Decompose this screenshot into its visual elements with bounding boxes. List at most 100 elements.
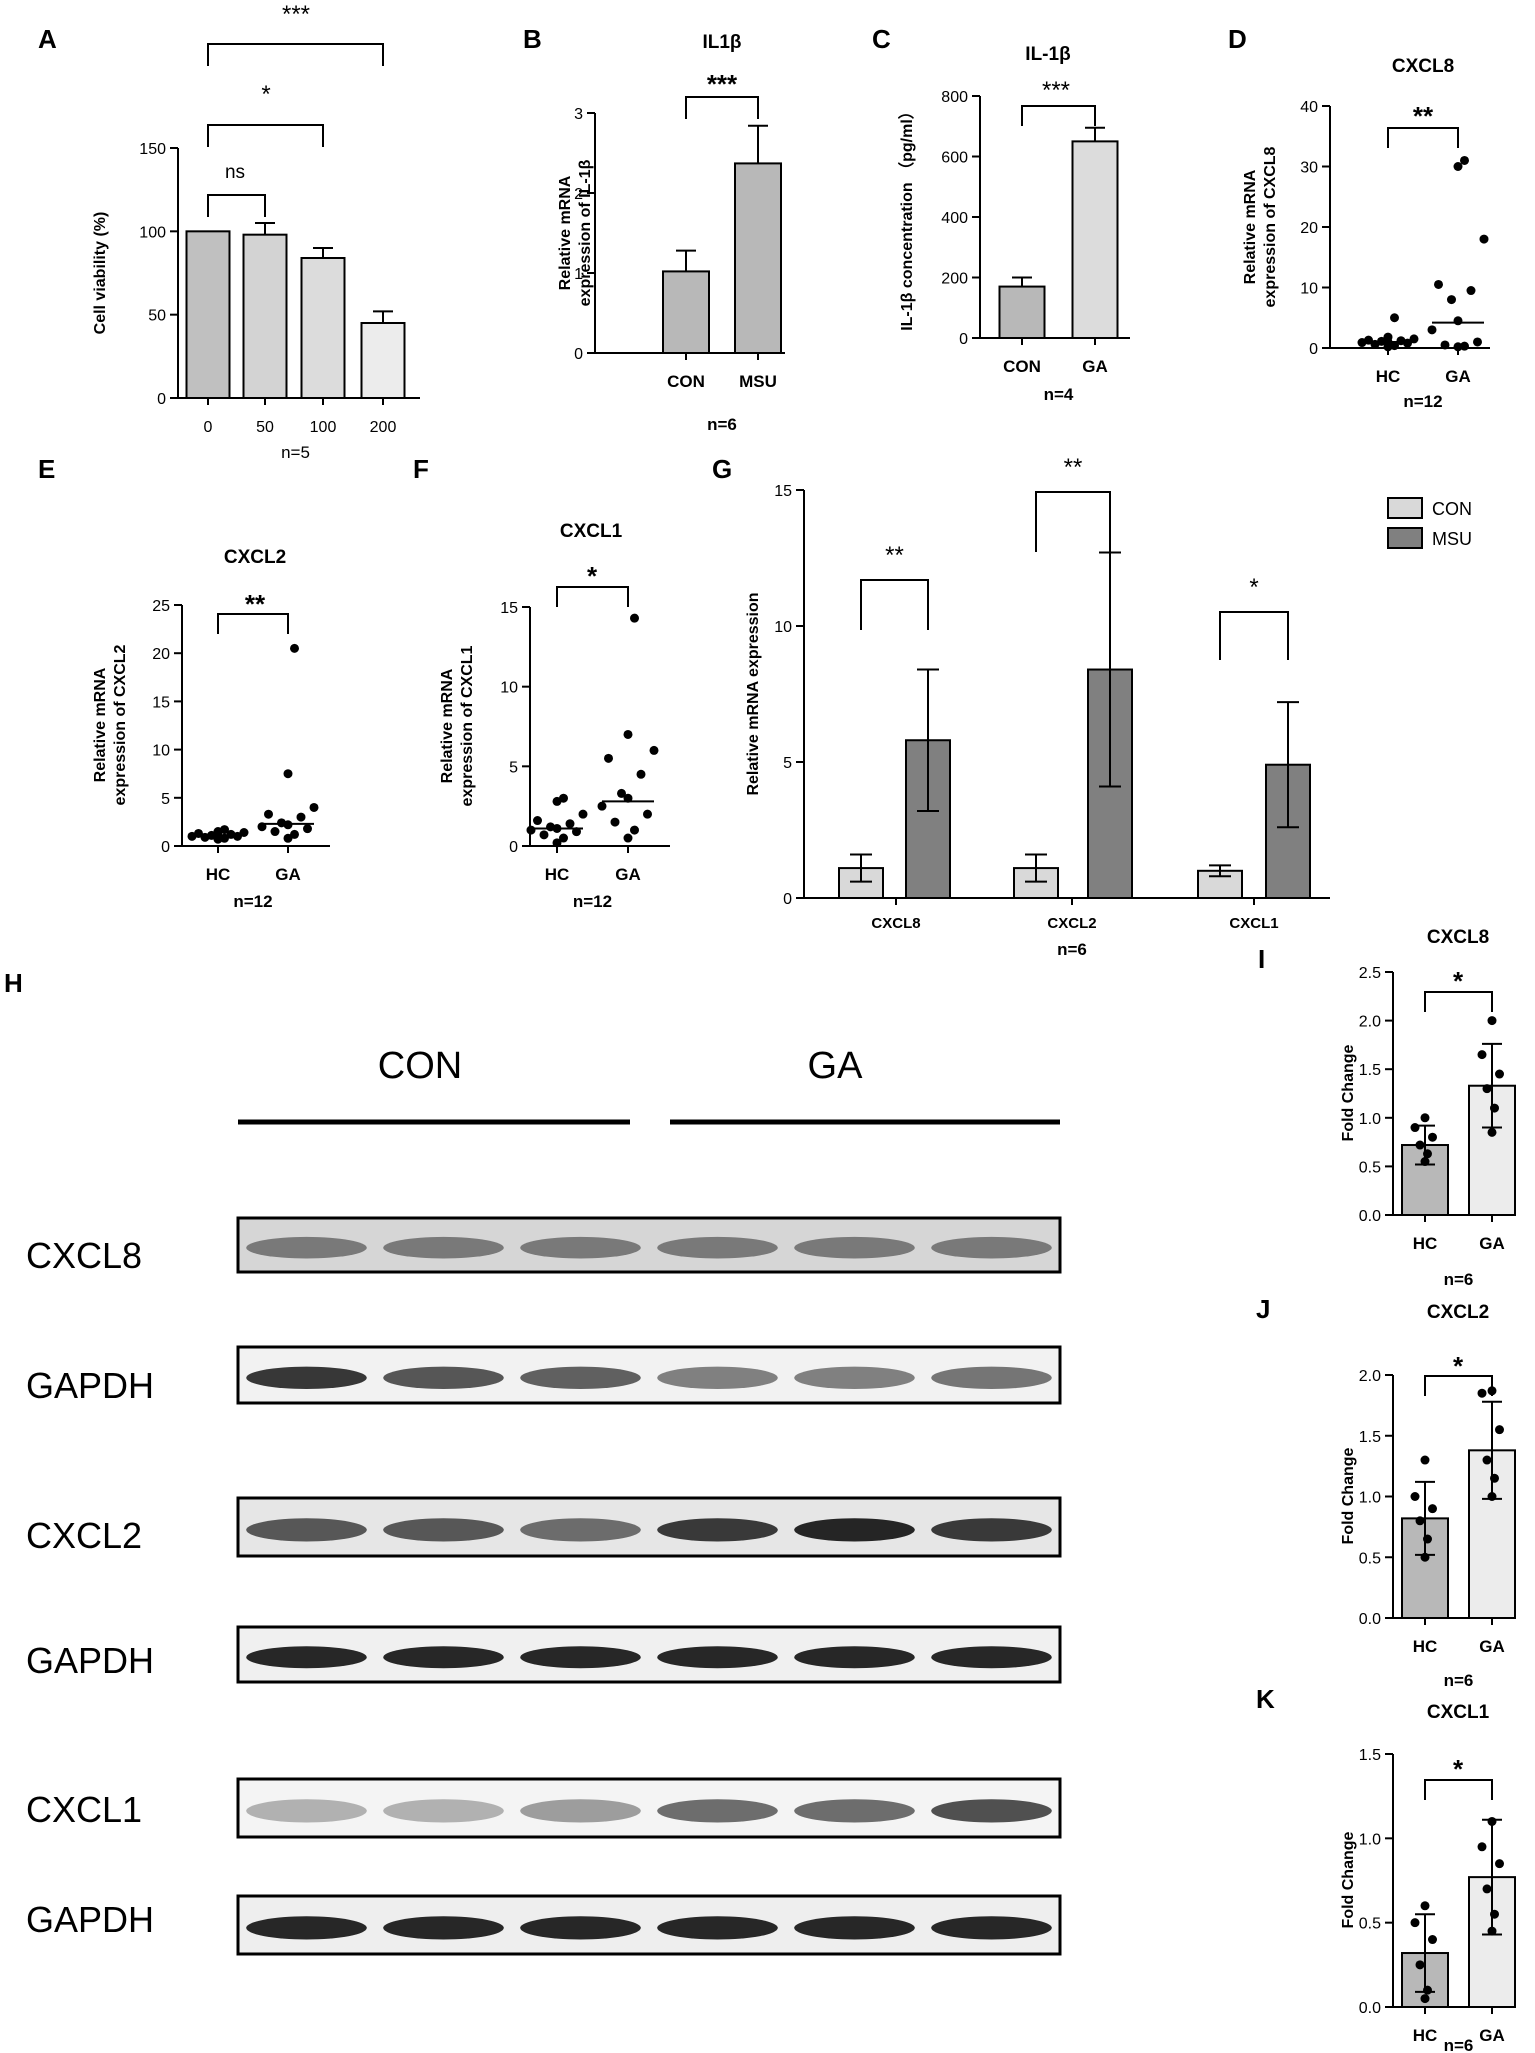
blot-band bbox=[657, 1646, 778, 1669]
y-tick-label-j: 1.5 bbox=[1359, 1429, 1381, 1446]
data-point-j bbox=[1420, 1455, 1430, 1465]
bar-a bbox=[185, 230, 231, 399]
y-axis-label-g: Relative mRNA expression bbox=[745, 592, 762, 795]
y-tick-label-b: 3 bbox=[574, 106, 583, 123]
x-tick-label-f: HC bbox=[545, 865, 570, 884]
data-point-i bbox=[1410, 1123, 1420, 1133]
panel-label-h: H bbox=[4, 968, 23, 998]
data-point-f bbox=[630, 825, 639, 835]
significance-bracket-b bbox=[685, 96, 759, 119]
panel-label-d: D bbox=[1228, 24, 1247, 54]
y-axis-label-k: Fold Change bbox=[1340, 1831, 1357, 1928]
significance-label-c: *** bbox=[1042, 77, 1070, 104]
y-tick-label-j: 0.0 bbox=[1359, 1611, 1381, 1628]
blot-strip bbox=[236, 1216, 1062, 1274]
significance-bracket-i bbox=[1424, 991, 1493, 1012]
legend-swatch-g bbox=[1387, 527, 1423, 549]
blot-band bbox=[520, 1366, 641, 1390]
data-point-f bbox=[630, 613, 639, 623]
data-point-d bbox=[1427, 325, 1437, 335]
blot-band bbox=[657, 1366, 778, 1390]
blot-strip bbox=[236, 1625, 1062, 1684]
blot-band bbox=[794, 1916, 915, 1940]
y-tick-label-b: 1 bbox=[574, 266, 583, 283]
bar-c bbox=[998, 285, 1046, 340]
legend-label-g: CON bbox=[1432, 499, 1472, 519]
significance-bracket-g bbox=[860, 579, 929, 630]
data-point-i bbox=[1487, 1127, 1497, 1137]
bar-j bbox=[1401, 1517, 1449, 1619]
y-tick-label-e: 10 bbox=[152, 743, 170, 760]
data-point-j bbox=[1490, 1473, 1499, 1483]
significance-bracket-g bbox=[1219, 611, 1289, 660]
data-point-f bbox=[623, 729, 633, 739]
y-tick-label-b: 0 bbox=[574, 346, 583, 363]
significance-bracket-f bbox=[556, 586, 629, 607]
panel-label-e: E bbox=[38, 454, 55, 484]
blot-band bbox=[246, 1236, 367, 1259]
y-tick-label-e: 25 bbox=[152, 598, 170, 615]
y-tick-label-a: 150 bbox=[139, 141, 166, 158]
chart-title-k: CXCL1 bbox=[1427, 1702, 1490, 1723]
blot-group-con: CON bbox=[378, 1045, 462, 1087]
y-tick-label-g: 15 bbox=[774, 483, 792, 500]
western-blot: CON GA CXCL8 GAPDH CXCL2 GAPDH CXCL1 GAP… bbox=[26, 1045, 1062, 1956]
data-point-e bbox=[264, 809, 273, 819]
x-axis-label-b: n=6 bbox=[707, 415, 737, 434]
blot-band bbox=[657, 1518, 778, 1542]
y-tick-label-k: 1.0 bbox=[1359, 1831, 1381, 1848]
data-point-d bbox=[1479, 234, 1489, 244]
bar-c bbox=[1071, 140, 1119, 339]
significance-label-f: * bbox=[587, 561, 598, 591]
data-point-f bbox=[649, 745, 659, 755]
significance-label-e: ** bbox=[245, 589, 266, 619]
blot-strip bbox=[236, 1496, 1062, 1558]
y-tick-label-e: 15 bbox=[152, 694, 170, 711]
data-point-j bbox=[1410, 1492, 1420, 1501]
data-point-k bbox=[1415, 1960, 1425, 1970]
significance-label-g: ** bbox=[885, 542, 904, 569]
bar-a bbox=[300, 257, 346, 399]
significance-bracket-g bbox=[1035, 491, 1111, 552]
blot-row-label: GAPDH bbox=[26, 1640, 154, 1681]
x-tick-label-d: GA bbox=[1445, 367, 1471, 386]
data-point-f bbox=[559, 833, 568, 843]
y-tick-label-c: 600 bbox=[941, 150, 968, 167]
significance-bracket-a bbox=[207, 194, 266, 217]
blot-band bbox=[931, 1646, 1052, 1669]
blot-band bbox=[246, 1646, 367, 1669]
legend-label-g: MSU bbox=[1432, 529, 1472, 549]
data-point-i bbox=[1420, 1113, 1430, 1123]
y-axis-label-a: Cell viability (%) bbox=[92, 212, 109, 335]
y-tick-label-g: 0 bbox=[783, 891, 792, 908]
x-axis-label-g: n=6 bbox=[1057, 940, 1087, 959]
chart-title-j: CXCL2 bbox=[1427, 1302, 1489, 1323]
panel-label-f: F bbox=[413, 454, 429, 484]
significance-label-i: * bbox=[1453, 966, 1464, 996]
significance-bracket-a bbox=[207, 43, 384, 66]
data-point-k bbox=[1477, 1842, 1487, 1852]
data-point-e bbox=[270, 827, 280, 837]
y-axis-label-b: Relative mRNA bbox=[557, 175, 574, 290]
y-tick-label-i: 2.5 bbox=[1359, 965, 1381, 982]
data-point-d bbox=[1447, 295, 1456, 305]
significance-label-d: ** bbox=[1413, 101, 1434, 131]
blot-band bbox=[794, 1236, 915, 1259]
blot-band bbox=[931, 1518, 1052, 1542]
data-point-d bbox=[1383, 332, 1393, 342]
data-point-j bbox=[1420, 1552, 1430, 1562]
y-tick-label-c: 0 bbox=[959, 331, 968, 348]
data-point-i bbox=[1482, 1084, 1492, 1094]
x-tick-label-d: HC bbox=[1376, 367, 1401, 386]
bar-g-msu bbox=[1265, 763, 1311, 899]
y-axis-label-b: expression of IL-1β bbox=[577, 159, 594, 306]
significance-bracket-k bbox=[1424, 1779, 1493, 1800]
significance-bracket-a bbox=[207, 124, 324, 147]
blot-band bbox=[383, 1236, 504, 1259]
data-point-k bbox=[1490, 1909, 1499, 1919]
blot-strip bbox=[236, 1777, 1062, 1839]
panel-label-c: C bbox=[872, 24, 891, 54]
data-point-k bbox=[1482, 1884, 1492, 1894]
data-point-k bbox=[1495, 1859, 1504, 1869]
bar-j bbox=[1468, 1449, 1516, 1619]
